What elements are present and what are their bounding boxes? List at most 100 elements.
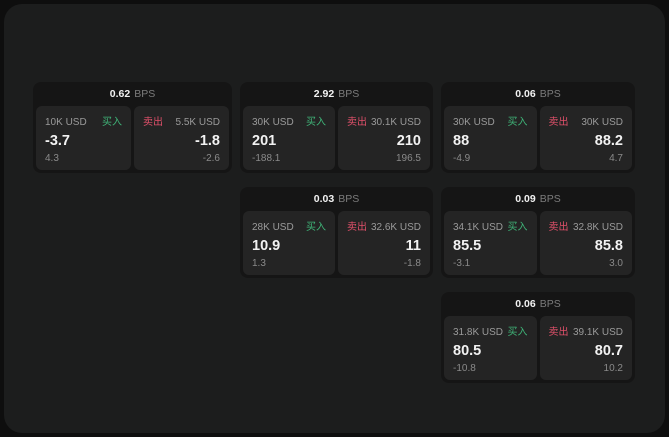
buy-panel[interactable]: 10K USD 买入 -3.7 4.3 [36,106,131,170]
sell-price: 11 [405,237,421,254]
bps-value: 0.06 [515,298,536,310]
sell-panel[interactable]: 卖出 30.1K USD 210 196.5 [338,106,430,170]
buy-panel-header: 10K USD 买入 [45,113,122,128]
sell-panel[interactable]: 卖出 32.6K USD 11 -1.8 [338,211,430,275]
buy-delta: -3.1 [453,258,471,269]
quote-card: 0.06 BPS 30K USD 买入 88 -4.9 卖出 30K USD 8… [441,82,635,173]
card-header: 2.92 BPS [243,82,430,106]
sell-panel[interactable]: 卖出 39.1K USD 80.7 10.2 [539,316,632,380]
sell-panel-header: 卖出 32.6K USD [347,218,421,233]
buy-size: 34.1K USD [453,222,504,233]
sell-panel[interactable]: 卖出 5.5K USD -1.8 -2.6 [134,106,229,170]
buy-delta: 1.3 [252,258,266,269]
buy-delta: -10.8 [453,363,476,374]
sell-price: 210 [396,132,421,149]
bps-value: 0.03 [313,193,335,205]
sell-price: -1.8 [195,132,220,149]
bps-value: 2.92 [313,88,335,100]
sell-price: 85.8 [594,237,623,254]
sell-panel-header: 卖出 30K USD [549,113,624,128]
card-header: 0.06 BPS [444,292,632,316]
card-header: 0.06 BPS [444,82,632,106]
buy-size: 28K USD [252,222,294,233]
sell-size: 32.6K USD [370,222,421,233]
sell-price: 80.7 [594,342,623,359]
sell-side-label: 卖出 [143,117,163,128]
buy-side-label: 买入 [507,117,528,128]
sell-panel-header: 卖出 30.1K USD [347,113,421,128]
sell-side-label: 卖出 [347,222,367,233]
buy-panel[interactable]: 31.8K USD 买入 80.5 -10.8 [444,316,537,380]
buy-side-label: 买入 [306,222,326,233]
bps-unit-label: BPS [539,193,561,205]
buy-side-label: 买入 [306,117,326,128]
buy-panel[interactable]: 34.1K USD 买入 85.5 -3.1 [444,211,537,275]
bps-unit-label: BPS [539,88,561,100]
buy-panel[interactable]: 28K USD 买入 10.9 1.3 [243,211,335,275]
bps-unit-label: BPS [338,193,360,205]
card-header: 0.09 BPS [444,187,632,211]
quote-panels: 28K USD 买入 10.9 1.3 卖出 32.6K USD 11 -1.8 [243,211,430,275]
quote-card: 0.62 BPS 10K USD 买入 -3.7 4.3 卖出 5.5K USD… [33,82,232,173]
bps-value: 0.62 [109,88,131,100]
buy-size: 31.8K USD [453,327,504,338]
sell-side-label: 卖出 [548,327,569,338]
sell-side-label: 卖出 [548,222,569,233]
sell-delta: 196.5 [395,153,421,164]
sell-delta: 3.0 [609,258,623,269]
buy-price: 88 [453,132,470,149]
quote-card: 0.06 BPS 31.8K USD 买入 80.5 -10.8 卖出 39.1… [441,292,635,383]
bps-value: 0.09 [515,193,536,205]
buy-side-label: 买入 [102,117,122,128]
sell-side-label: 卖出 [548,117,569,128]
buy-delta: 4.3 [45,153,59,164]
buy-price: 80.5 [453,342,482,359]
buy-size: 30K USD [252,117,294,128]
quote-grid: 0.62 BPS 10K USD 买入 -3.7 4.3 卖出 5.5K USD… [33,82,635,383]
buy-price: 10.9 [252,237,281,254]
buy-price: 85.5 [453,237,482,254]
quote-board-window: 0.62 BPS 10K USD 买入 -3.7 4.3 卖出 5.5K USD… [4,4,665,433]
buy-price: -3.7 [45,132,70,149]
sell-panel[interactable]: 卖出 32.8K USD 85.8 3.0 [539,211,632,275]
quote-card: 0.03 BPS 28K USD 买入 10.9 1.3 卖出 32.6K US… [240,187,433,278]
quote-panels: 30K USD 买入 88 -4.9 卖出 30K USD 88.2 4.7 [444,106,632,170]
sell-panel[interactable]: 卖出 30K USD 88.2 4.7 [539,106,632,170]
buy-panel-header: 31.8K USD 买入 [453,323,528,338]
sell-size: 30.1K USD [370,117,421,128]
buy-size: 10K USD [45,117,87,128]
buy-panel-header: 34.1K USD 买入 [453,218,528,233]
buy-size: 30K USD [453,117,495,128]
quote-card: 0.09 BPS 34.1K USD 买入 85.5 -3.1 卖出 32.8K… [441,187,635,278]
bps-unit-label: BPS [338,88,360,100]
sell-price: 88.2 [594,132,623,149]
buy-panel[interactable]: 30K USD 买入 88 -4.9 [444,106,537,170]
card-header: 0.03 BPS [243,187,430,211]
quote-panels: 30K USD 买入 201 -188.1 卖出 30.1K USD 210 1… [243,106,430,170]
buy-panel-header: 30K USD 买入 [453,113,528,128]
card-header: 0.62 BPS [36,82,229,106]
sell-delta: -2.6 [202,153,220,164]
sell-delta: -1.8 [403,258,421,269]
buy-delta: -4.9 [453,153,471,164]
buy-delta: -188.1 [252,153,281,164]
buy-panel[interactable]: 30K USD 买入 201 -188.1 [243,106,335,170]
sell-panel-header: 卖出 39.1K USD [549,323,624,338]
bps-value: 0.06 [515,88,536,100]
sell-size: 5.5K USD [175,117,220,128]
sell-panel-header: 卖出 5.5K USD [143,113,220,128]
quote-panels: 34.1K USD 买入 85.5 -3.1 卖出 32.8K USD 85.8… [444,211,632,275]
buy-price: 201 [252,132,277,149]
buy-side-label: 买入 [507,222,528,233]
buy-panel-header: 28K USD 买入 [252,218,326,233]
sell-side-label: 卖出 [347,117,367,128]
quote-card: 2.92 BPS 30K USD 买入 201 -188.1 卖出 30.1K … [240,82,433,173]
sell-size: 39.1K USD [572,327,623,338]
quote-panels: 10K USD 买入 -3.7 4.3 卖出 5.5K USD -1.8 -2.… [36,106,229,170]
sell-delta: 4.7 [609,153,623,164]
sell-size: 32.8K USD [572,222,623,233]
bps-unit-label: BPS [539,298,561,310]
buy-side-label: 买入 [507,327,528,338]
buy-panel-header: 30K USD 买入 [252,113,326,128]
sell-delta: 10.2 [603,363,623,374]
